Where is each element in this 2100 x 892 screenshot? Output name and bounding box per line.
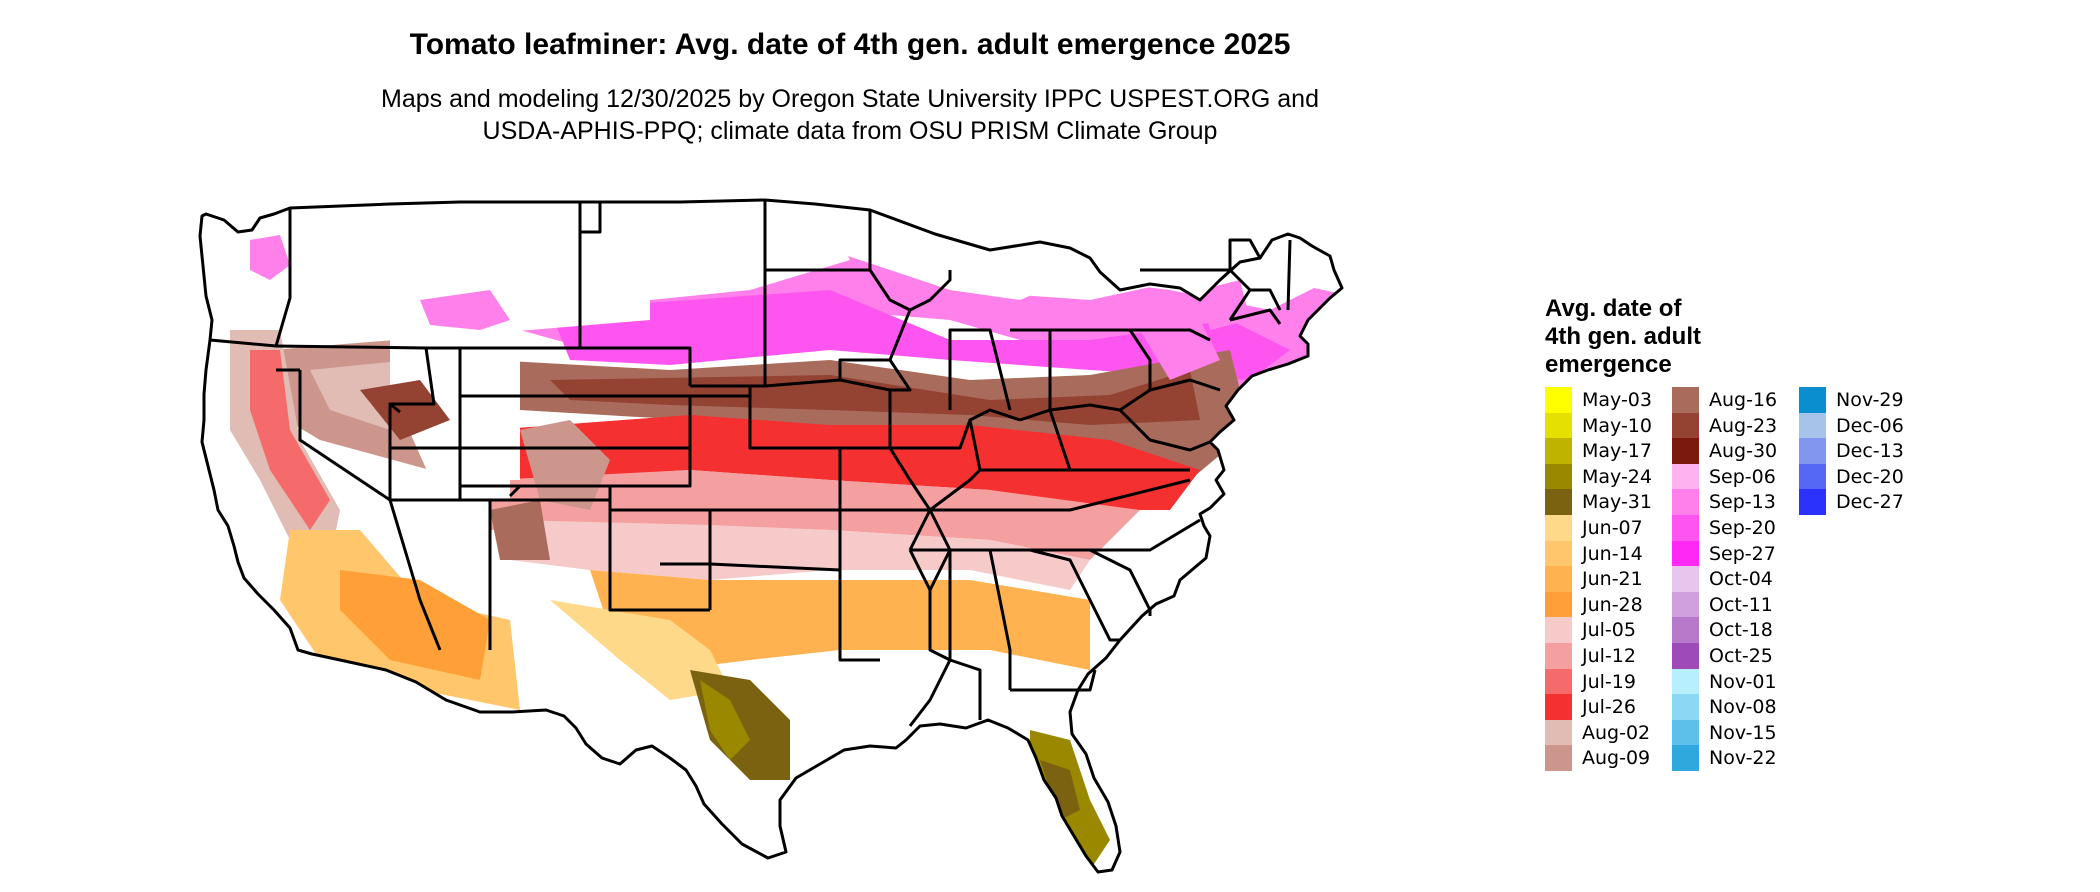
legend-swatch [1545,514,1572,541]
legend-swatch [1799,412,1826,439]
legend-swatch [1672,489,1699,515]
legend-title-line-3: emergence [1545,351,1672,378]
legend-swatch [1545,387,1572,413]
legend-label: May-10 [1582,414,1652,437]
legend-swatch [1672,540,1699,567]
legend-swatch [1545,745,1572,771]
legend-label: Aug-23 [1709,414,1778,437]
legend-label: Aug-16 [1709,389,1778,411]
legend-title-line-1: Avg. date of [1545,295,1682,322]
legend-label: Nov-15 [1709,721,1777,744]
legend-label: Dec-27 [1836,491,1904,514]
legend-swatch [1545,591,1572,618]
legend-swatch [1545,489,1572,515]
legend-swatch [1672,438,1699,464]
legend-label: May-24 [1582,465,1652,488]
legend-swatch [1545,438,1572,464]
legend-label: Jun-14 [1582,542,1643,565]
legend-swatch [1545,566,1572,592]
legend-swatch [1545,412,1572,439]
legend-label: Aug-09 [1582,747,1651,770]
legend-swatch [1799,387,1826,413]
legend-label: Sep-27 [1709,542,1776,565]
legend-swatch [1799,463,1826,490]
legend-swatch [1672,566,1699,592]
legend-label: Jul-19 [1582,670,1636,693]
legend-label: Jun-21 [1582,568,1643,591]
legend-label: Nov-08 [1709,696,1777,719]
legend-label: Aug-30 [1709,440,1778,463]
legend-label: Oct-11 [1709,593,1773,616]
legend-swatch [1672,412,1699,439]
legend-swatch [1799,489,1826,515]
state-boundaries [198,198,1344,874]
legend-label: Dec-13 [1836,440,1904,463]
chart-title: Tomato leafminer: Avg. date of 4th gen. … [409,28,1291,61]
legend-swatch [1545,540,1572,567]
legend-label: Nov-29 [1836,389,1904,411]
chart-subtitle-line-1: Maps and modeling 12/30/2025 by Oregon S… [381,85,1319,113]
legend-swatch [1545,668,1572,695]
legend-label: Jul-05 [1582,619,1636,642]
legend-label: Nov-01 [1709,670,1777,693]
legend-swatch [1545,463,1572,490]
legend-swatch [1672,694,1699,720]
chart-subtitle-line-2: USDA-APHIS-PPQ; climate data from OSU PR… [482,117,1218,145]
legend-swatch [1672,668,1699,695]
emergence-color-zones [200,200,1342,872]
legend-swatch [1799,438,1826,464]
legend-label: Sep-06 [1709,465,1776,488]
legend: Avg. date of 4th gen. adult emergence Ma… [1545,295,2100,815]
legend-label: May-31 [1582,491,1652,514]
us-emergence-map [198,198,1344,874]
legend-swatch [1672,463,1699,490]
legend-label: Nov-22 [1709,747,1777,770]
legend-title: Avg. date of 4th gen. adult emergence [1545,295,1701,379]
legend-swatch [1545,617,1572,643]
legend-label: May-17 [1582,440,1652,463]
legend-swatch [1672,514,1699,541]
legend-swatch [1545,719,1572,746]
legend-label: May-03 [1582,389,1652,411]
legend-label: Dec-20 [1836,465,1904,488]
legend-label: Sep-20 [1709,516,1776,539]
legend-label: Aug-02 [1582,721,1651,744]
legend-label: Jun-07 [1582,516,1643,539]
legend-swatch [1545,694,1572,720]
legend-swatch [1545,642,1572,669]
legend-label: Oct-18 [1709,619,1773,642]
legend-swatch [1672,591,1699,618]
legend-label: Jul-26 [1582,696,1636,719]
legend-label: Oct-25 [1709,644,1773,667]
legend-label: Sep-13 [1709,491,1776,514]
legend-swatch [1672,617,1699,643]
legend-swatch [1672,642,1699,669]
legend-swatch [1672,387,1699,413]
legend-label: Oct-04 [1709,568,1773,591]
legend-swatch [1672,745,1699,771]
legend-swatch [1672,719,1699,746]
legend-title-line-2: 4th gen. adult [1545,323,1701,350]
legend-label: Jun-28 [1582,593,1643,616]
legend-label: Jul-12 [1582,644,1636,667]
legend-label: Dec-06 [1836,414,1904,437]
